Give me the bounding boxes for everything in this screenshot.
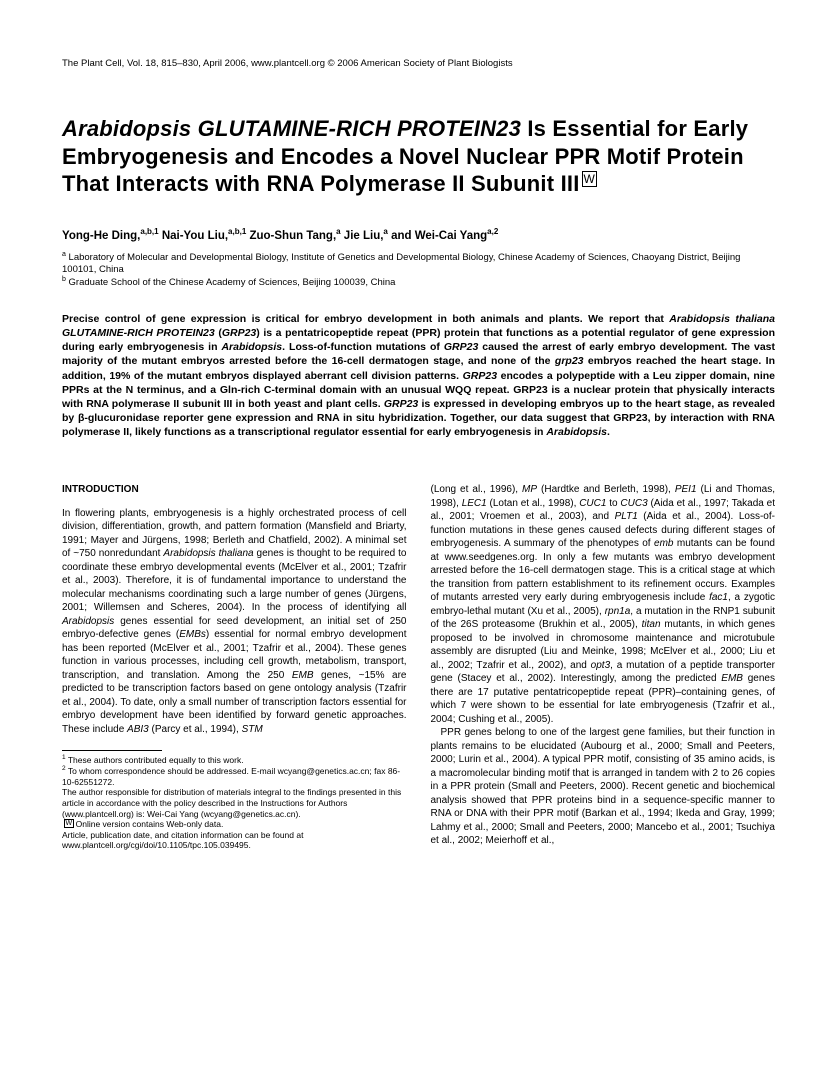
author-1-aff: a,b,1 (140, 227, 158, 236)
c2-i8: fac1 (709, 592, 728, 603)
c2-t2: (Hardtke and Berleth, 1998), (537, 484, 675, 495)
article-title: Arabidopsis GLUTAMINE-RICH PROTEIN23 Is … (62, 115, 775, 198)
abs-i5: grp23 (555, 355, 584, 367)
c2-i5: CUC3 (620, 498, 647, 509)
c2-i10: titan (642, 619, 661, 630)
fn4: Online version contains Web-only data. (76, 819, 224, 829)
c2-i11: opt3 (591, 660, 610, 671)
abs-t9: . (607, 426, 610, 438)
c1-i3: EMBs (179, 629, 206, 640)
author-2-aff: a,b,1 (228, 227, 246, 236)
c1-t6: (Parcy et al., 1994), (149, 724, 242, 735)
body-columns: INTRODUCTION In flowering plants, embryo… (62, 483, 775, 851)
title-italic: Arabidopsis GLUTAMINE-RICH PROTEIN23 (62, 116, 521, 141)
affil-b-text: Graduate School of the Chinese Academy o… (66, 277, 396, 288)
author-3-aff: a (336, 227, 340, 236)
c2-i1: MP (522, 484, 537, 495)
author-3: Zuo-Shun Tang, (249, 230, 336, 242)
c1-i6: STM (242, 724, 263, 735)
author-1: Yong-He Ding, (62, 230, 140, 242)
abs-i2: GRP23 (222, 327, 256, 339)
abs-t1: Precise control of gene expression is cr… (62, 313, 669, 325)
col2-para2: PPR genes belong to one of the largest g… (431, 726, 776, 848)
c2-i6: PLT1 (615, 511, 638, 522)
c1-i1: Arabidopsis thaliana (163, 548, 253, 559)
c1-i5: ABI3 (127, 724, 149, 735)
abs-i7: GRP23 (384, 398, 418, 410)
author-5-aff: a,2 (487, 227, 498, 236)
abs-i3: Arabidopsis (221, 341, 282, 353)
c1-i4: EMB (292, 670, 314, 681)
intro-para: In flowering plants, embryogenesis is a … (62, 507, 407, 737)
c2-i7: emb (654, 538, 673, 549)
c2-t4: (Lotan et al., 1998), (487, 498, 579, 509)
author-2: Nai-You Liu, (162, 230, 228, 242)
footnotes: 1 These authors contributed equally to t… (62, 755, 407, 851)
authors-line: Yong-He Ding,a,b,1 Nai-You Liu,a,b,1 Zuo… (62, 230, 775, 242)
web-icon-fn: W (64, 819, 74, 828)
abs-t2: ( (215, 327, 222, 339)
c1-i2: Arabidopsis (62, 616, 114, 627)
web-icon: W (582, 171, 598, 187)
abs-t4: . Loss-of-function mutations of (282, 341, 444, 353)
c2-t5: to (606, 498, 620, 509)
fn3: The author responsible for distribution … (62, 787, 407, 819)
abstract: Precise control of gene expression is cr… (62, 312, 775, 440)
right-column: (Long et al., 1996), MP (Hardtke and Ber… (431, 483, 776, 851)
c2-i12: EMB (721, 673, 743, 684)
fn5: Article, publication date, and citation … (62, 830, 407, 851)
col2-para1: (Long et al., 1996), MP (Hardtke and Ber… (431, 483, 776, 726)
abs-i6: GRP23 (463, 370, 497, 382)
intro-heading: INTRODUCTION (62, 483, 407, 497)
c2-i4: CUC1 (579, 498, 606, 509)
fn1: These authors contributed equally to thi… (66, 755, 244, 765)
c2-i2: PEI1 (675, 484, 697, 495)
fn2: To whom correspondence should be address… (62, 766, 400, 787)
c2-i3: LEC1 (462, 498, 487, 509)
affil-a-text: Laboratory of Molecular and Developmenta… (62, 252, 740, 276)
abs-i8: Arabidopsis (546, 426, 607, 438)
c2-i9: rpn1a (605, 606, 631, 617)
author-4: Jie Liu, (344, 230, 384, 242)
affiliations: a Laboratory of Molecular and Developmen… (62, 252, 775, 290)
c2-t1: (Long et al., 1996), (431, 484, 523, 495)
left-column: INTRODUCTION In flowering plants, embryo… (62, 483, 407, 851)
author-5: and Wei-Cai Yang (391, 230, 487, 242)
journal-header: The Plant Cell, Vol. 18, 815–830, April … (62, 58, 775, 69)
author-4-aff: a (383, 227, 387, 236)
footnote-rule (62, 750, 162, 751)
abs-i4: GRP23 (444, 341, 478, 353)
